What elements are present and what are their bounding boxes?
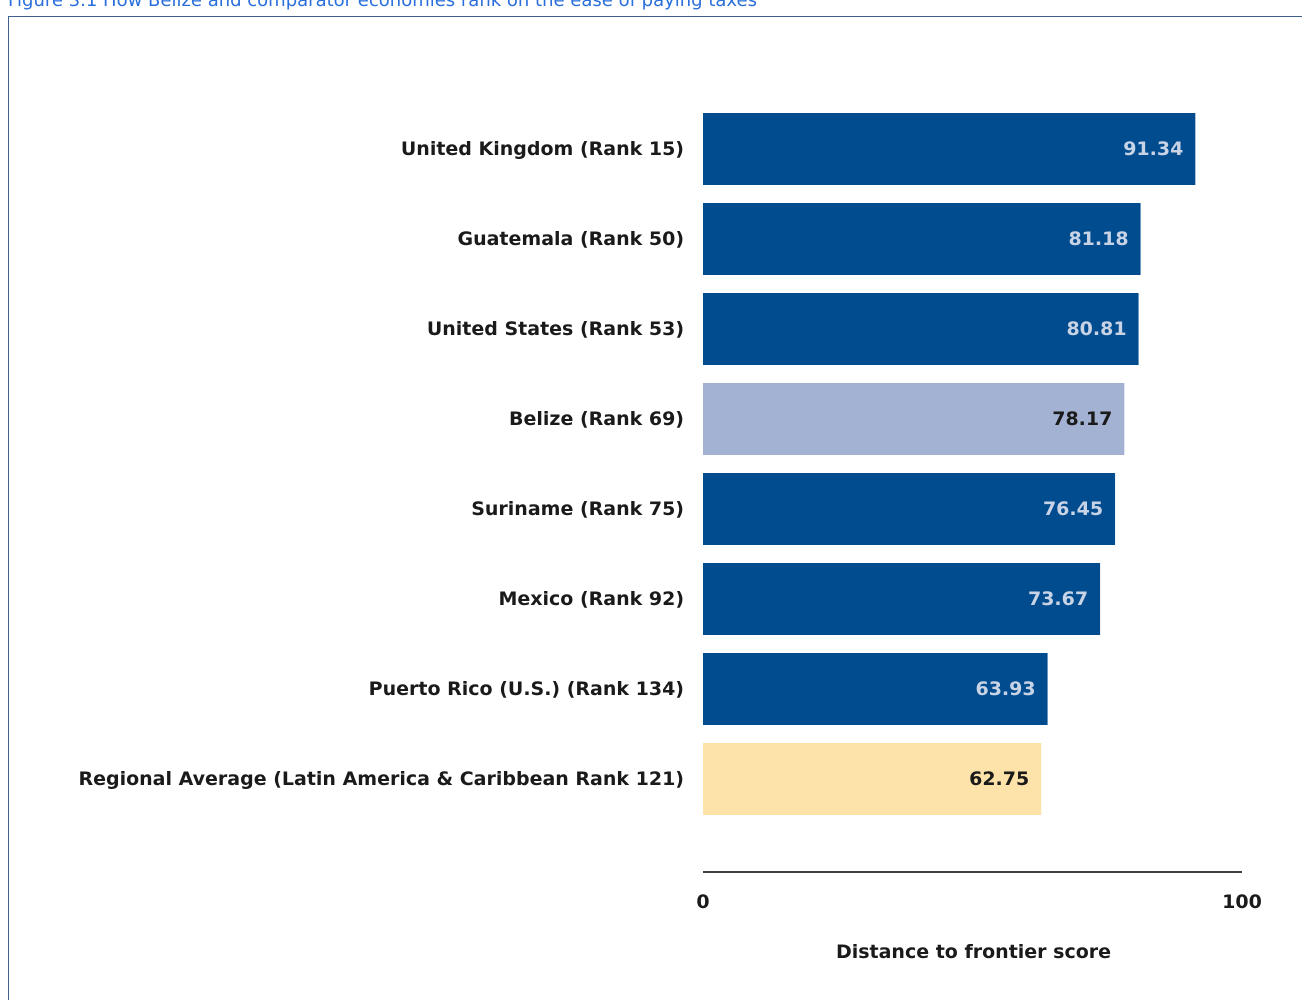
bar — [703, 473, 1116, 545]
bar — [703, 653, 1048, 725]
category-label: Regional Average (Latin America & Caribb… — [78, 768, 684, 790]
category-label: Guatemala (Rank 50) — [457, 228, 684, 250]
bar — [703, 293, 1139, 365]
x-tick-label: 0 — [696, 891, 709, 913]
value-label: 80.81 — [1066, 318, 1126, 340]
x-axis-label: Distance to frontier score — [836, 941, 1111, 963]
bar — [703, 203, 1141, 275]
category-label: Belize (Rank 69) — [509, 408, 684, 430]
category-label: United States (Rank 53) — [427, 318, 684, 340]
bar — [703, 743, 1042, 815]
bar — [703, 563, 1101, 635]
value-label: 73.67 — [1028, 588, 1088, 610]
category-label: Suriname (Rank 75) — [471, 498, 684, 520]
category-label: United Kingdom (Rank 15) — [401, 138, 684, 160]
figure-title: Figure 3.1 How Belize and comparator eco… — [8, 0, 757, 11]
bar — [703, 113, 1196, 185]
value-label: 63.93 — [975, 678, 1035, 700]
bar — [703, 383, 1125, 455]
x-tick-label: 100 — [1222, 891, 1262, 913]
figure-frame — [8, 16, 1302, 1000]
value-label: 81.18 — [1068, 228, 1128, 250]
value-label: 62.75 — [969, 768, 1029, 790]
category-label: Mexico (Rank 92) — [498, 588, 684, 610]
value-label: 91.34 — [1123, 138, 1183, 160]
value-label: 78.17 — [1052, 408, 1112, 430]
value-label: 76.45 — [1043, 498, 1103, 520]
category-label: Puerto Rico (U.S.) (Rank 134) — [369, 678, 684, 700]
